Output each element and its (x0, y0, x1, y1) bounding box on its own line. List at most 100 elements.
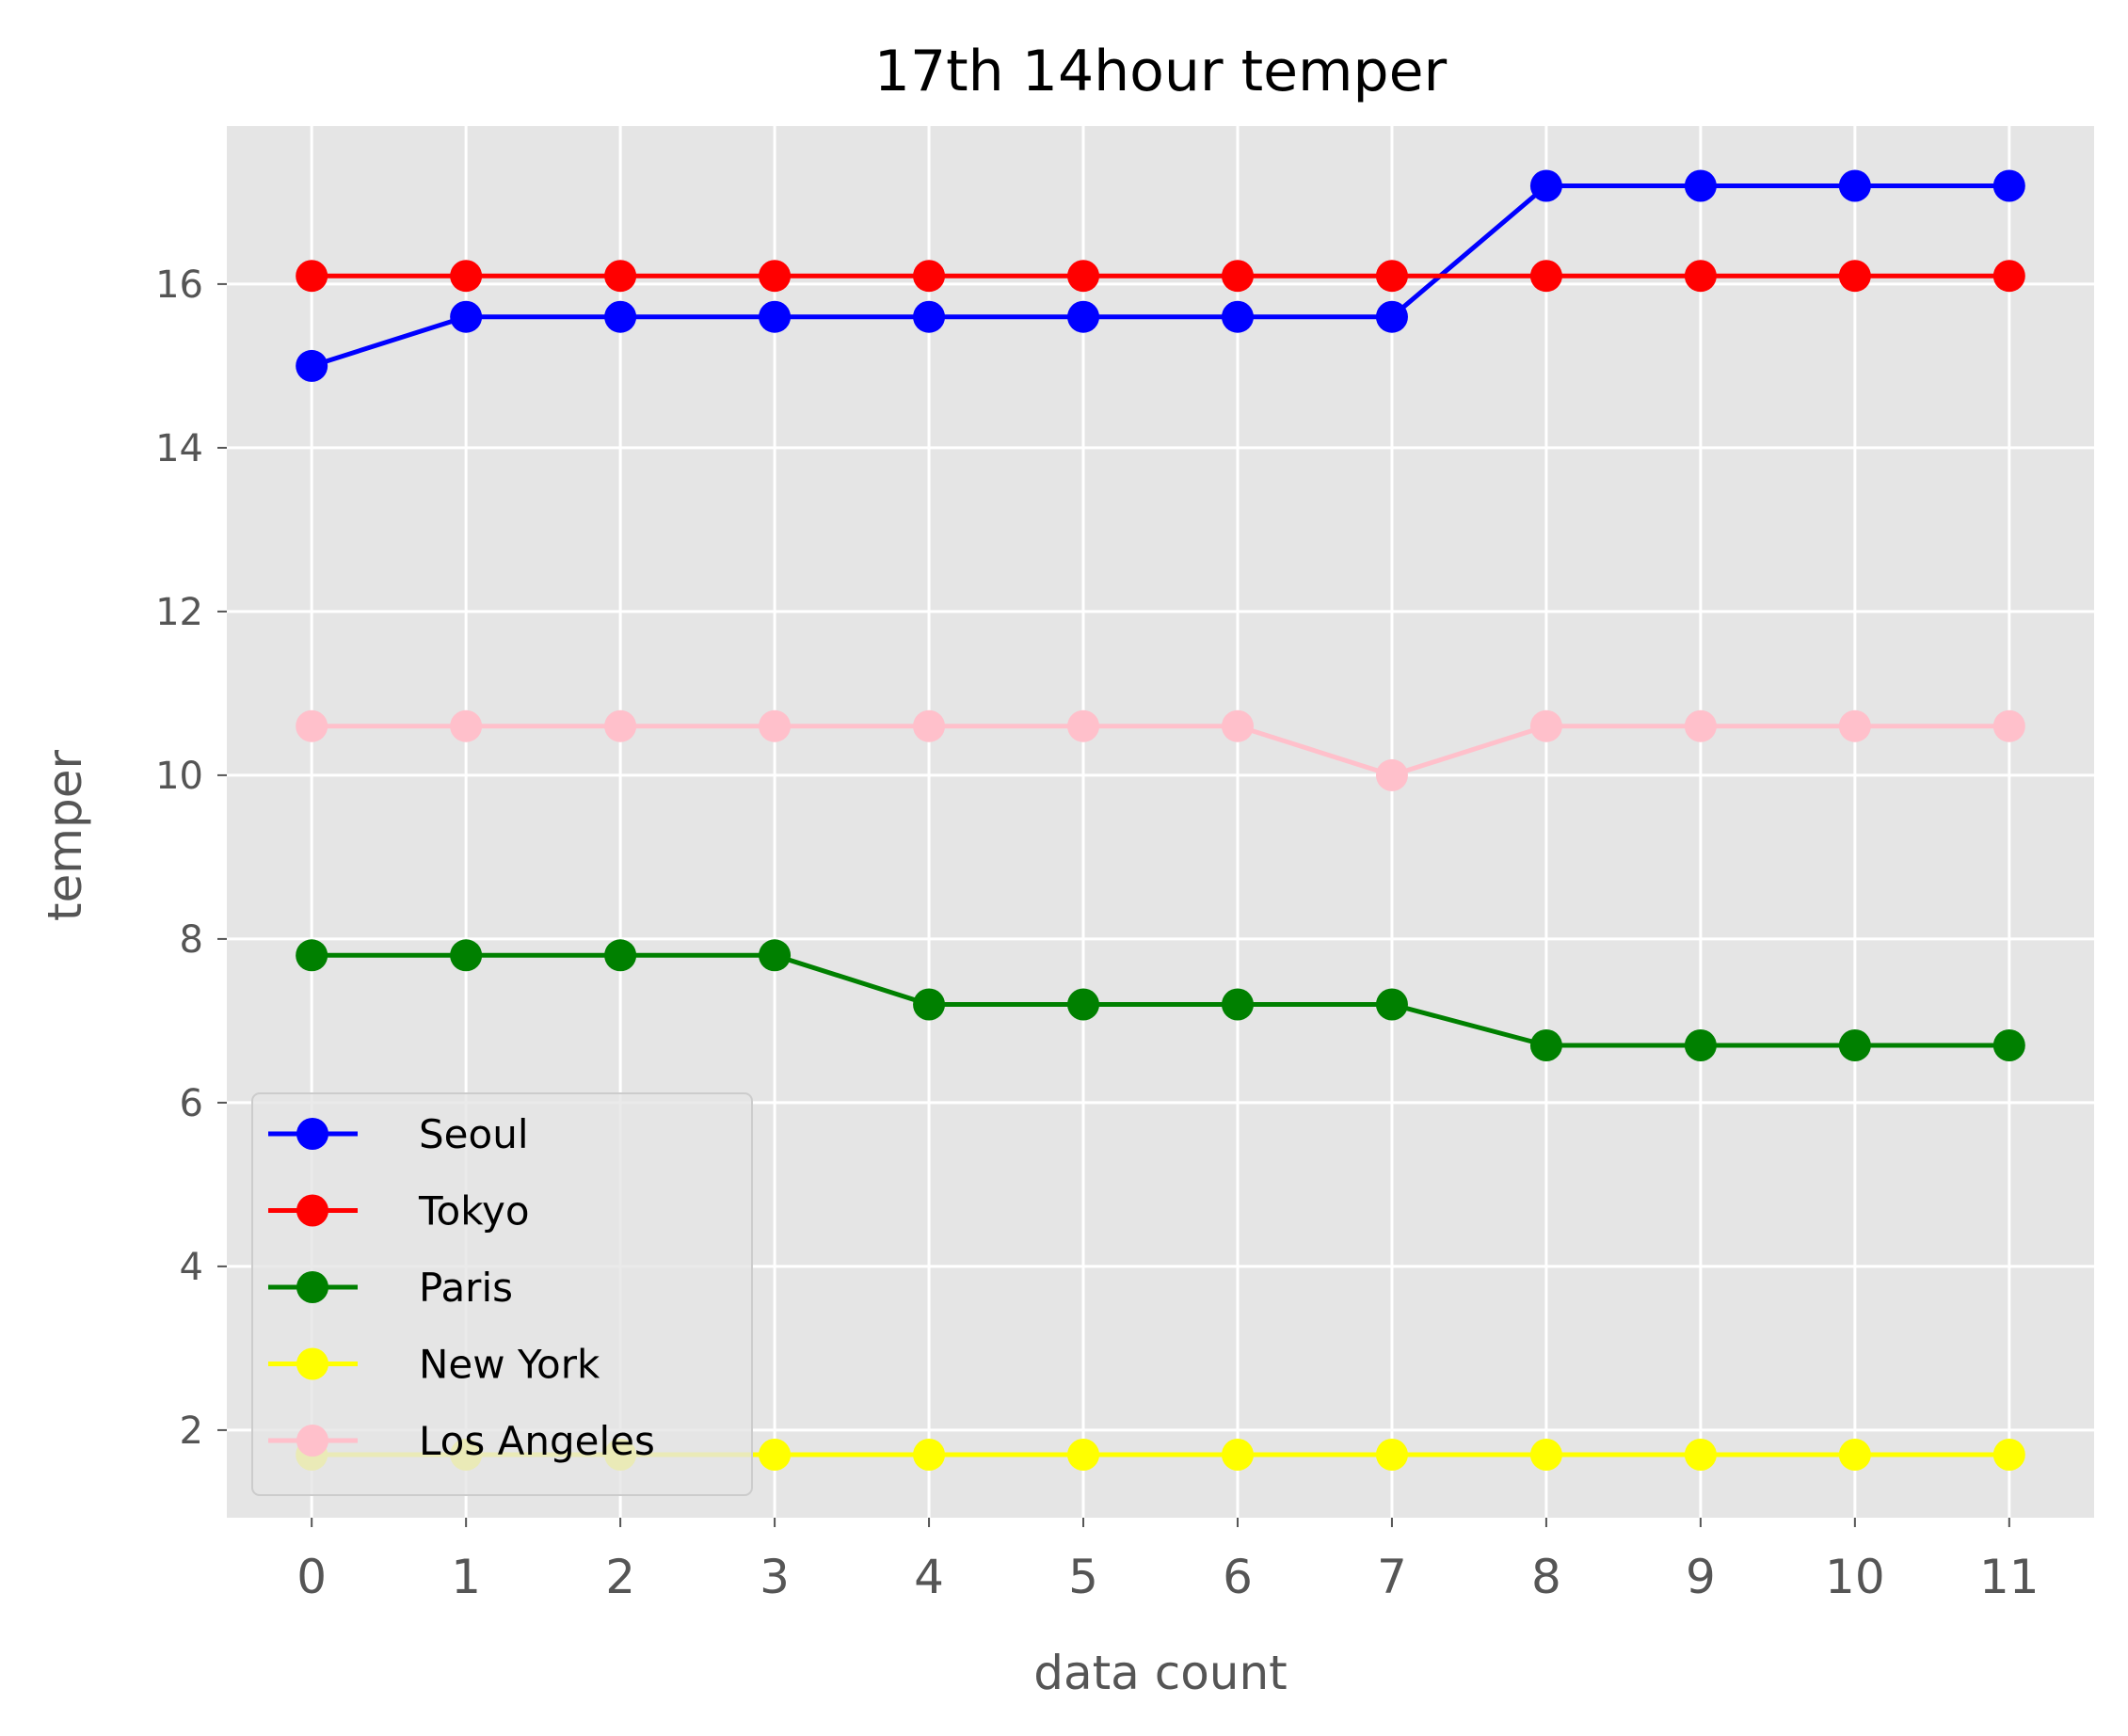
data-point-new-york (759, 1439, 792, 1472)
x-tick-label: 0 (296, 1550, 327, 1604)
data-point-tokyo (604, 260, 637, 293)
chart-title: 17th 14hour temper (874, 39, 1448, 104)
series-tokyo (296, 260, 2025, 293)
data-point-los-angeles (1684, 709, 1717, 742)
legend-marker-tokyo (296, 1194, 328, 1227)
data-point-seoul (1529, 169, 1562, 202)
data-point-tokyo (1684, 260, 1717, 293)
data-point-paris (759, 939, 792, 972)
x-tick-label: 11 (1979, 1550, 2040, 1604)
x-tick-label: 1 (451, 1550, 481, 1604)
data-point-new-york (1684, 1439, 1717, 1472)
legend-label-new-york: New York (419, 1342, 600, 1388)
legend-marker-new-york (296, 1347, 328, 1380)
legend-item-tokyo: Tokyo (268, 1188, 530, 1234)
data-point-tokyo (450, 260, 483, 293)
y-tick-label: 14 (155, 427, 203, 470)
data-point-paris (1375, 988, 1408, 1021)
series-los-angeles (296, 709, 2025, 791)
data-point-tokyo (1992, 260, 2025, 293)
data-point-paris (1992, 1029, 2025, 1062)
data-point-los-angeles (1067, 709, 1100, 742)
x-tick-label: 5 (1068, 1550, 1098, 1604)
data-point-seoul (913, 300, 946, 333)
data-point-paris (450, 939, 483, 972)
data-point-seoul (759, 300, 792, 333)
grid (227, 126, 2094, 1518)
x-axis-label: data count (1033, 1646, 1288, 1700)
y-tick-label: 4 (180, 1246, 203, 1289)
series-line-los-angeles (312, 724, 2009, 778)
series-line-seoul (311, 183, 2009, 369)
data-point-new-york (1067, 1439, 1100, 1472)
legend: Seoul Tokyo Paris New York Los Angeles (251, 1092, 753, 1496)
data-point-los-angeles (759, 709, 792, 742)
legend-item-los-angeles: Los Angeles (268, 1418, 655, 1464)
y-tick-label: 16 (155, 263, 203, 307)
x-tick-label: 3 (760, 1550, 790, 1604)
data-point-new-york (1838, 1439, 1871, 1472)
series-line-paris (312, 952, 2009, 1048)
x-tick-label: 2 (605, 1550, 635, 1604)
legend-marker-paris (296, 1271, 328, 1303)
data-point-paris (1529, 1029, 1562, 1062)
data-point-los-angeles (913, 709, 946, 742)
data-point-new-york (1529, 1439, 1562, 1472)
data-point-los-angeles (1838, 709, 1871, 742)
legend-label-tokyo: Tokyo (418, 1188, 530, 1234)
data-point-tokyo (759, 260, 792, 293)
data-point-seoul (1684, 169, 1717, 202)
legend-item-new-york: New York (268, 1342, 600, 1388)
legend-item-seoul: Seoul (268, 1111, 528, 1157)
x-tick-label: 10 (1825, 1550, 1885, 1604)
data-point-seoul (450, 300, 483, 333)
data-point-los-angeles (1221, 709, 1254, 742)
data-point-seoul (296, 349, 328, 382)
y-tick-label: 6 (180, 1082, 203, 1125)
data-point-tokyo (1529, 260, 1562, 293)
data-point-paris (913, 988, 946, 1021)
x-tick-label: 4 (914, 1550, 944, 1604)
legend-label-seoul: Seoul (419, 1111, 528, 1157)
x-tick-label: 7 (1377, 1550, 1407, 1604)
data-point-seoul (604, 300, 637, 333)
data-point-paris (604, 939, 637, 972)
data-point-los-angeles (604, 709, 637, 742)
data-point-new-york (1375, 1439, 1408, 1472)
data-point-new-york (1221, 1439, 1254, 1472)
data-point-los-angeles (296, 709, 328, 742)
data-point-tokyo (296, 260, 328, 293)
data-point-tokyo (1067, 260, 1100, 293)
y-tick-label: 2 (180, 1410, 203, 1453)
legend-box (251, 1092, 753, 1496)
series-seoul (296, 169, 2025, 382)
data-point-seoul (1838, 169, 1871, 202)
series-paris (296, 939, 2025, 1062)
data-point-paris (1067, 988, 1100, 1021)
data-point-seoul (1992, 169, 2025, 202)
data-point-los-angeles (1529, 709, 1562, 742)
data-point-seoul (1221, 300, 1254, 333)
data-point-seoul (1067, 300, 1100, 333)
data-point-tokyo (913, 260, 946, 293)
data-point-paris (1838, 1029, 1871, 1062)
data-point-paris (1221, 988, 1254, 1021)
data-point-seoul (1375, 300, 1408, 333)
x-tick-label: 8 (1531, 1550, 1561, 1604)
y-axis-label: temper (38, 749, 92, 921)
y-tick-label: 12 (155, 591, 203, 634)
data-point-paris (296, 939, 328, 972)
data-point-paris (1684, 1029, 1717, 1062)
legend-marker-los-angeles (296, 1425, 328, 1457)
y-tick-label: 10 (155, 755, 203, 798)
legend-marker-seoul (296, 1118, 328, 1150)
legend-label-los-angeles: Los Angeles (419, 1418, 655, 1464)
data-point-tokyo (1375, 260, 1408, 293)
data-point-tokyo (1221, 260, 1254, 293)
x-tick-label: 9 (1686, 1550, 1716, 1604)
data-point-los-angeles (1375, 758, 1408, 791)
x-tick-label: 6 (1223, 1550, 1253, 1604)
data-point-los-angeles (1992, 709, 2025, 742)
